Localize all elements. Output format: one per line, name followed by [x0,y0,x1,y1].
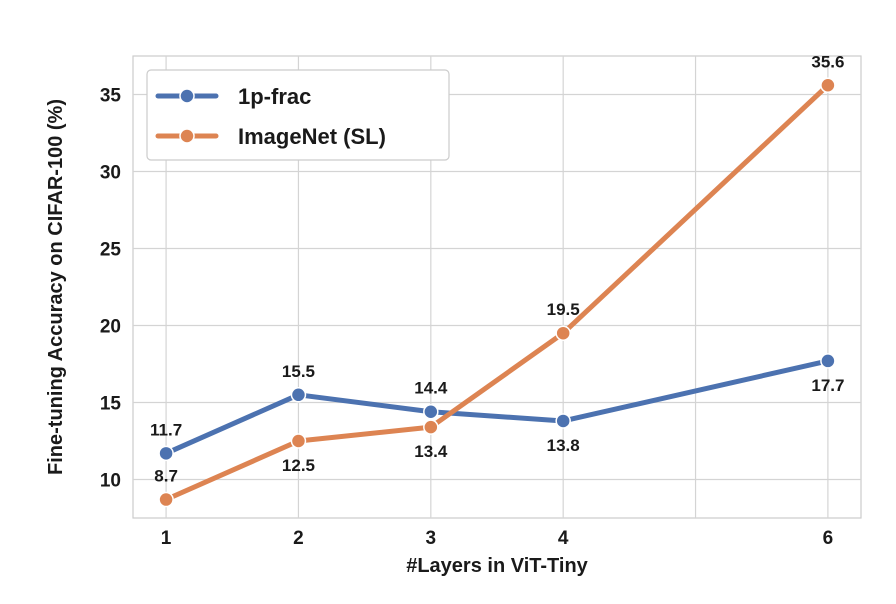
x-tick-label: 1 [161,528,172,549]
y-tick-label: 35 [100,86,122,107]
legend: 1p-frac ImageNet (SL) [146,69,450,161]
x-tick-label: 2 [293,528,304,549]
data-label-1p-frac: 14.4 [414,379,448,398]
legend-box [146,69,450,161]
data-label-1p-frac: 11.7 [150,420,182,439]
x-axis-label: #Layers in ViT-Tiny [406,555,588,577]
data-point-1p-frac [290,387,307,403]
data-label-1p-frac: 17.7 [811,376,844,395]
data-label-imagenet-sl: 8.7 [154,467,178,486]
x-tick-label: 6 [823,528,834,549]
legend-marker-1p-frac [179,88,195,104]
legend-marker-imagenet [179,128,195,144]
data-label-imagenet-sl: 35.6 [811,52,844,71]
data-label-1p-frac: 13.8 [547,436,580,455]
x-tick-label: 3 [426,528,437,549]
data-point-1p-frac [555,413,571,429]
data-point-1p-frac [423,403,439,420]
data-point-imagenet-sl [423,419,439,435]
data-label-imagenet-sl: 19.5 [547,300,580,319]
legend-label-imagenet: ImageNet (SL) [238,124,386,149]
x-tick-label: 4 [558,528,569,549]
data-point-1p-frac [820,353,836,369]
data-point-imagenet-sl [158,491,174,508]
data-labels: 11.7 15.5 14.4 13.8 17.7 8.7 12.5 13.4 19.5 35.6 [150,52,844,485]
data-point-imagenet-sl [820,77,836,94]
series-points [158,77,836,508]
y-tick-label: 20 [100,317,121,338]
y-tick-label: 25 [100,240,122,261]
y-tick-labels: 10 15 20 25 30 35 [100,86,122,492]
data-label-imagenet-sl: 12.5 [282,456,315,475]
y-tick-label: 15 [100,394,122,415]
y-tick-label: 10 [100,471,121,492]
legend-label-1p-frac: 1p-frac [238,84,311,109]
x-tick-labels: 1 2 3 4 6 [161,528,833,549]
y-axis-label: Fine-tuning Accuracy on CIFAR-100 (%) [45,99,67,475]
data-point-imagenet-sl [290,433,307,449]
data-point-1p-frac [158,445,174,462]
data-point-imagenet-sl [555,325,571,341]
data-label-1p-frac: 15.5 [282,362,315,381]
data-label-imagenet-sl: 13.4 [414,442,448,461]
y-tick-label: 30 [100,163,121,184]
